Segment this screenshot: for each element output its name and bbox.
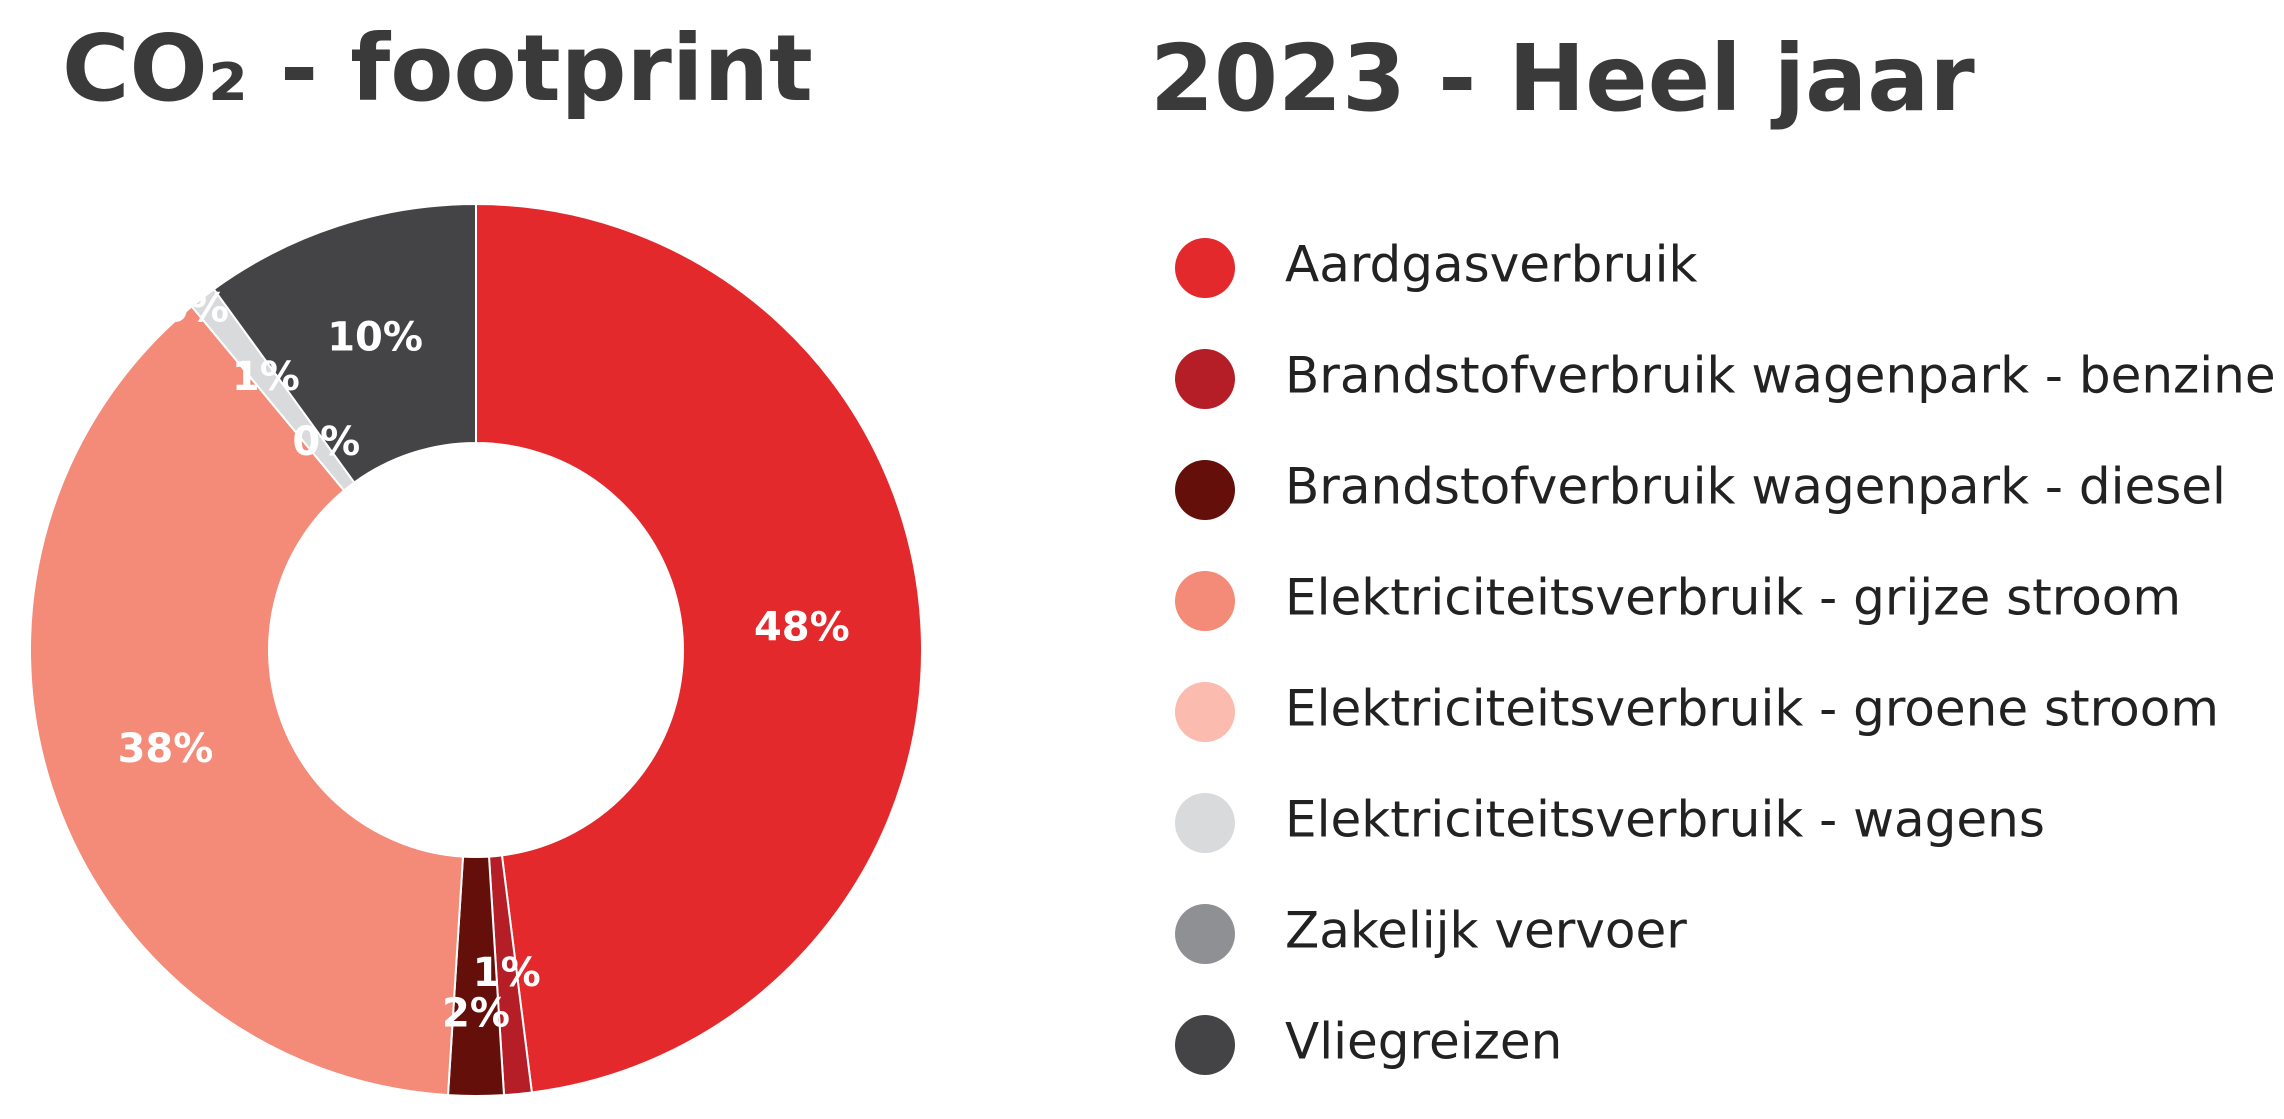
chart-title: CO₂ - footprint xyxy=(62,15,813,122)
data-label: 1% xyxy=(473,950,541,996)
legend: Aardgasverbruik Brandstofverbruik wagenpa… xyxy=(1175,236,2276,1075)
legend-label: Aardgasverbruik xyxy=(1285,236,1697,294)
legend-marker xyxy=(1175,793,1235,853)
legend-label: Brandstofverbruik wagenpark - diesel xyxy=(1285,458,2226,516)
legend-marker xyxy=(1175,1015,1235,1075)
legend-marker xyxy=(1175,460,1235,520)
data-label: 48% xyxy=(754,604,850,650)
legend-label: Brandstofverbruik wagenpark - benzine xyxy=(1285,347,2276,405)
slice xyxy=(212,202,477,484)
data-label: 38% xyxy=(118,726,214,772)
chart-subtitle: 2023 - Heel jaar xyxy=(1150,25,1975,132)
legend-marker xyxy=(1175,571,1235,631)
slice xyxy=(29,304,465,1097)
slice xyxy=(475,202,923,1094)
data-label: 10% xyxy=(327,314,423,360)
legend-marker xyxy=(1175,904,1235,964)
data-label: 2% xyxy=(442,991,510,1037)
legend-label: Zakelijk vervoer xyxy=(1285,902,1687,960)
legend-label: Elektriciteitsverbruik - wagens xyxy=(1285,791,2045,849)
legend-label: Elektriciteitsverbruik - grijze stroom xyxy=(1285,569,2181,627)
data-label: 1% xyxy=(232,354,300,400)
legend-marker xyxy=(1175,682,1235,742)
donut xyxy=(29,202,923,1097)
legend-label: Vliegreizen xyxy=(1285,1013,1562,1071)
data-label: 0% xyxy=(292,419,360,465)
data-labels: 48%1%2%38%0%1%0%10% xyxy=(118,285,850,1036)
legend-marker xyxy=(1175,349,1235,409)
legend-marker xyxy=(1175,238,1235,298)
legend-label: Elektriciteitsverbruik - groene stroom xyxy=(1285,680,2219,738)
data-label: 0% xyxy=(161,285,229,331)
